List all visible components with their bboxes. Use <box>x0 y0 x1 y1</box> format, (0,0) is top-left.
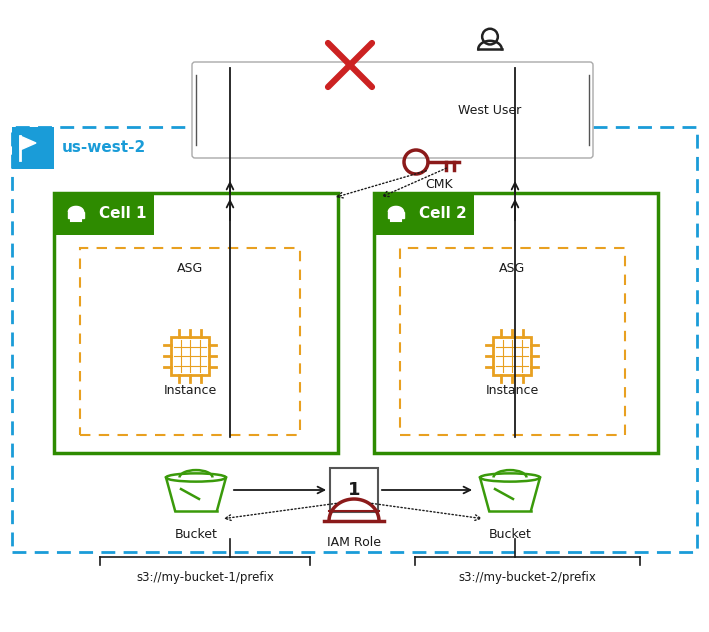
Text: Instance: Instance <box>163 384 217 396</box>
FancyBboxPatch shape <box>12 127 54 169</box>
Ellipse shape <box>166 473 226 482</box>
Text: West User: West User <box>459 104 522 116</box>
Text: Bucket: Bucket <box>489 528 532 540</box>
FancyBboxPatch shape <box>192 62 593 158</box>
Text: Cell 2: Cell 2 <box>419 207 467 221</box>
Text: CMK: CMK <box>425 178 453 191</box>
Text: Instance: Instance <box>486 384 539 396</box>
Text: ASG: ASG <box>499 262 525 274</box>
Text: Bucket: Bucket <box>174 528 218 540</box>
Polygon shape <box>68 212 84 218</box>
Ellipse shape <box>480 473 540 482</box>
Text: ASG: ASG <box>177 262 203 274</box>
FancyBboxPatch shape <box>54 193 154 235</box>
FancyBboxPatch shape <box>71 214 81 221</box>
FancyBboxPatch shape <box>171 337 209 375</box>
Polygon shape <box>389 207 403 212</box>
FancyBboxPatch shape <box>54 193 338 453</box>
Text: IAM Role: IAM Role <box>327 537 381 549</box>
Polygon shape <box>166 478 226 511</box>
Text: 1: 1 <box>347 481 360 499</box>
Text: us-west-2: us-west-2 <box>62 140 146 155</box>
Polygon shape <box>68 207 84 212</box>
FancyBboxPatch shape <box>330 468 378 512</box>
Polygon shape <box>389 212 403 218</box>
FancyBboxPatch shape <box>374 193 658 453</box>
Text: Cell 1: Cell 1 <box>99 207 147 221</box>
FancyBboxPatch shape <box>391 214 401 221</box>
Text: s3://my-bucket-2/prefix: s3://my-bucket-2/prefix <box>458 571 596 583</box>
Polygon shape <box>480 478 540 511</box>
Text: s3://my-bucket-1/prefix: s3://my-bucket-1/prefix <box>136 571 274 583</box>
Polygon shape <box>20 136 36 150</box>
FancyBboxPatch shape <box>374 193 474 235</box>
FancyBboxPatch shape <box>493 337 531 375</box>
